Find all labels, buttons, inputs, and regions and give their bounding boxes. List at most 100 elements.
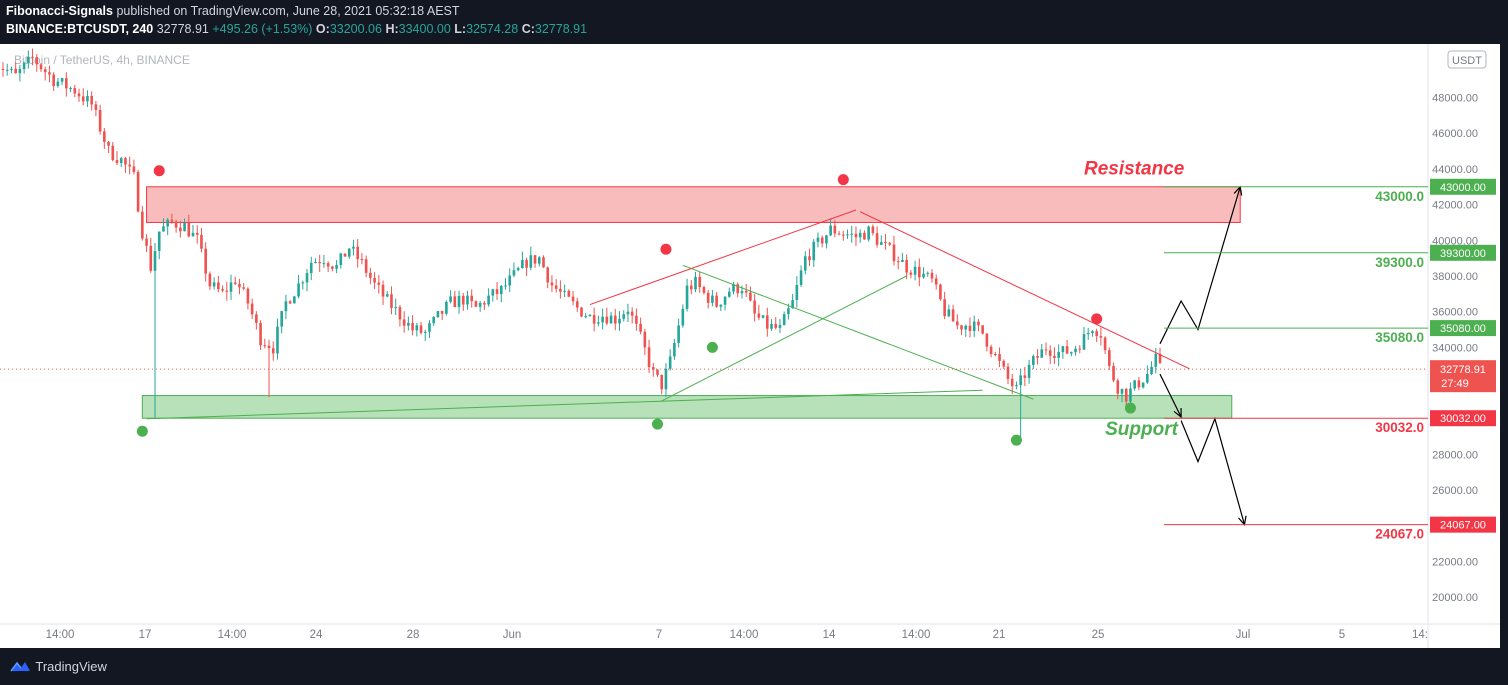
candle-body — [901, 259, 904, 262]
candle-body — [597, 322, 600, 324]
candle-body — [1074, 348, 1077, 353]
candle-body — [453, 296, 457, 308]
candle-body — [1015, 385, 1018, 387]
candle-body — [1082, 334, 1086, 350]
candle-body — [242, 287, 245, 289]
last-price: 32778.91 — [156, 22, 209, 36]
candle-body — [736, 284, 740, 294]
price-level-label: 39300.0 — [1375, 255, 1424, 270]
candle-body — [238, 283, 241, 288]
candle-body — [673, 342, 676, 357]
author-name[interactable]: Fibonacci-Signals — [6, 4, 113, 18]
published-info: published on TradingView.com, June 28, 2… — [116, 4, 460, 18]
candle-body — [1120, 388, 1124, 394]
y-tick-label: 36000.00 — [1432, 307, 1478, 319]
candle-body — [246, 288, 250, 304]
candle-body — [715, 295, 718, 307]
candle-body — [86, 95, 89, 102]
candle-body — [867, 226, 870, 240]
candle-body — [546, 267, 550, 283]
price-level-tag-text: 30032.00 — [1440, 413, 1486, 425]
candle-body — [630, 311, 634, 316]
candle-body — [466, 295, 469, 305]
candle-body — [128, 164, 131, 167]
currency-badge[interactable]: USDT — [1447, 50, 1487, 69]
candle-body — [318, 262, 322, 264]
candle-body — [483, 302, 486, 305]
symbol-label[interactable]: BINANCE:BTCUSDT, 240 — [6, 22, 154, 36]
price-chart[interactable]: Bitcoin / TetherUS, 4h, BINANCE Resistan… — [0, 44, 1508, 648]
candle-body — [837, 233, 841, 235]
candle-body — [1133, 380, 1136, 389]
candle-body — [1124, 388, 1128, 402]
candle-body — [90, 95, 93, 105]
candle-body — [415, 325, 419, 331]
candle-body — [394, 307, 398, 309]
y-tick-label: 38000.00 — [1432, 271, 1478, 283]
candle-body — [1002, 360, 1006, 367]
candles-layer — [0, 48, 1162, 441]
candle-body — [326, 263, 330, 267]
candle-body — [892, 244, 896, 262]
bullish-scenario-path — [1159, 186, 1241, 345]
candle-body — [635, 315, 638, 324]
candle-body — [347, 248, 351, 257]
x-tick-label: 28 — [407, 629, 420, 641]
footer-bar: TradingView — [0, 648, 1508, 685]
candle-body — [977, 321, 980, 326]
candle-body — [487, 295, 490, 305]
price-axis[interactable] — [1428, 44, 1500, 648]
y-tick-label: 40000.00 — [1432, 235, 1478, 247]
candle-body — [1095, 331, 1098, 337]
candle-body — [681, 308, 685, 326]
candle-body — [985, 333, 989, 347]
candle-body — [1091, 331, 1094, 334]
candle-body — [580, 307, 583, 317]
chart-area[interactable]: Bitcoin / TetherUS, 4h, BINANCE Resistan… — [0, 44, 1508, 648]
candle-body — [554, 285, 558, 289]
candle-body — [905, 259, 908, 273]
candle-body — [293, 296, 296, 304]
candle-body — [31, 56, 34, 58]
candle-body — [723, 296, 727, 305]
resistance-label: Resistance — [1084, 158, 1185, 179]
candle-body — [1099, 336, 1103, 338]
price-level-tag — [1430, 178, 1496, 195]
candle-body — [250, 303, 254, 315]
candle-body — [960, 325, 963, 330]
low-value: 32574.28 — [466, 22, 519, 36]
candle-body — [390, 294, 393, 308]
candle-body — [918, 266, 921, 278]
candle-body — [1053, 355, 1056, 358]
candle-body — [943, 299, 946, 317]
candle-body — [998, 354, 1001, 361]
candle-body — [145, 238, 148, 246]
candle-body — [981, 325, 984, 334]
candle-body — [542, 257, 545, 268]
candle-body — [1010, 378, 1014, 387]
x-tick-label: 14: — [1412, 629, 1428, 641]
candle-body — [504, 285, 507, 287]
candle-body — [757, 313, 761, 318]
price-level-label: 24067.0 — [1375, 527, 1424, 542]
candle-body — [385, 294, 389, 297]
candle-body — [255, 314, 258, 323]
resistance-trendline — [859, 211, 1190, 370]
candle-body — [191, 232, 195, 237]
y-axis-ticks: 48000.00 46000.00 44000.00 42000.00 40000.00… — [1432, 93, 1478, 605]
candle-body — [398, 307, 402, 320]
candle-body — [149, 245, 153, 271]
candle-body — [1103, 337, 1107, 351]
candle-body — [601, 316, 604, 323]
candle-body — [381, 284, 385, 297]
candle-body — [537, 257, 541, 264]
candle-body — [124, 158, 127, 165]
candle-body — [1150, 366, 1153, 375]
candle-body — [939, 284, 942, 300]
candle-body — [94, 104, 98, 111]
candle-body — [373, 277, 376, 283]
tradingview-logo[interactable]: TradingView — [8, 658, 107, 674]
candle-body — [846, 234, 849, 236]
candle-body — [727, 291, 731, 297]
candle-body — [322, 263, 326, 265]
